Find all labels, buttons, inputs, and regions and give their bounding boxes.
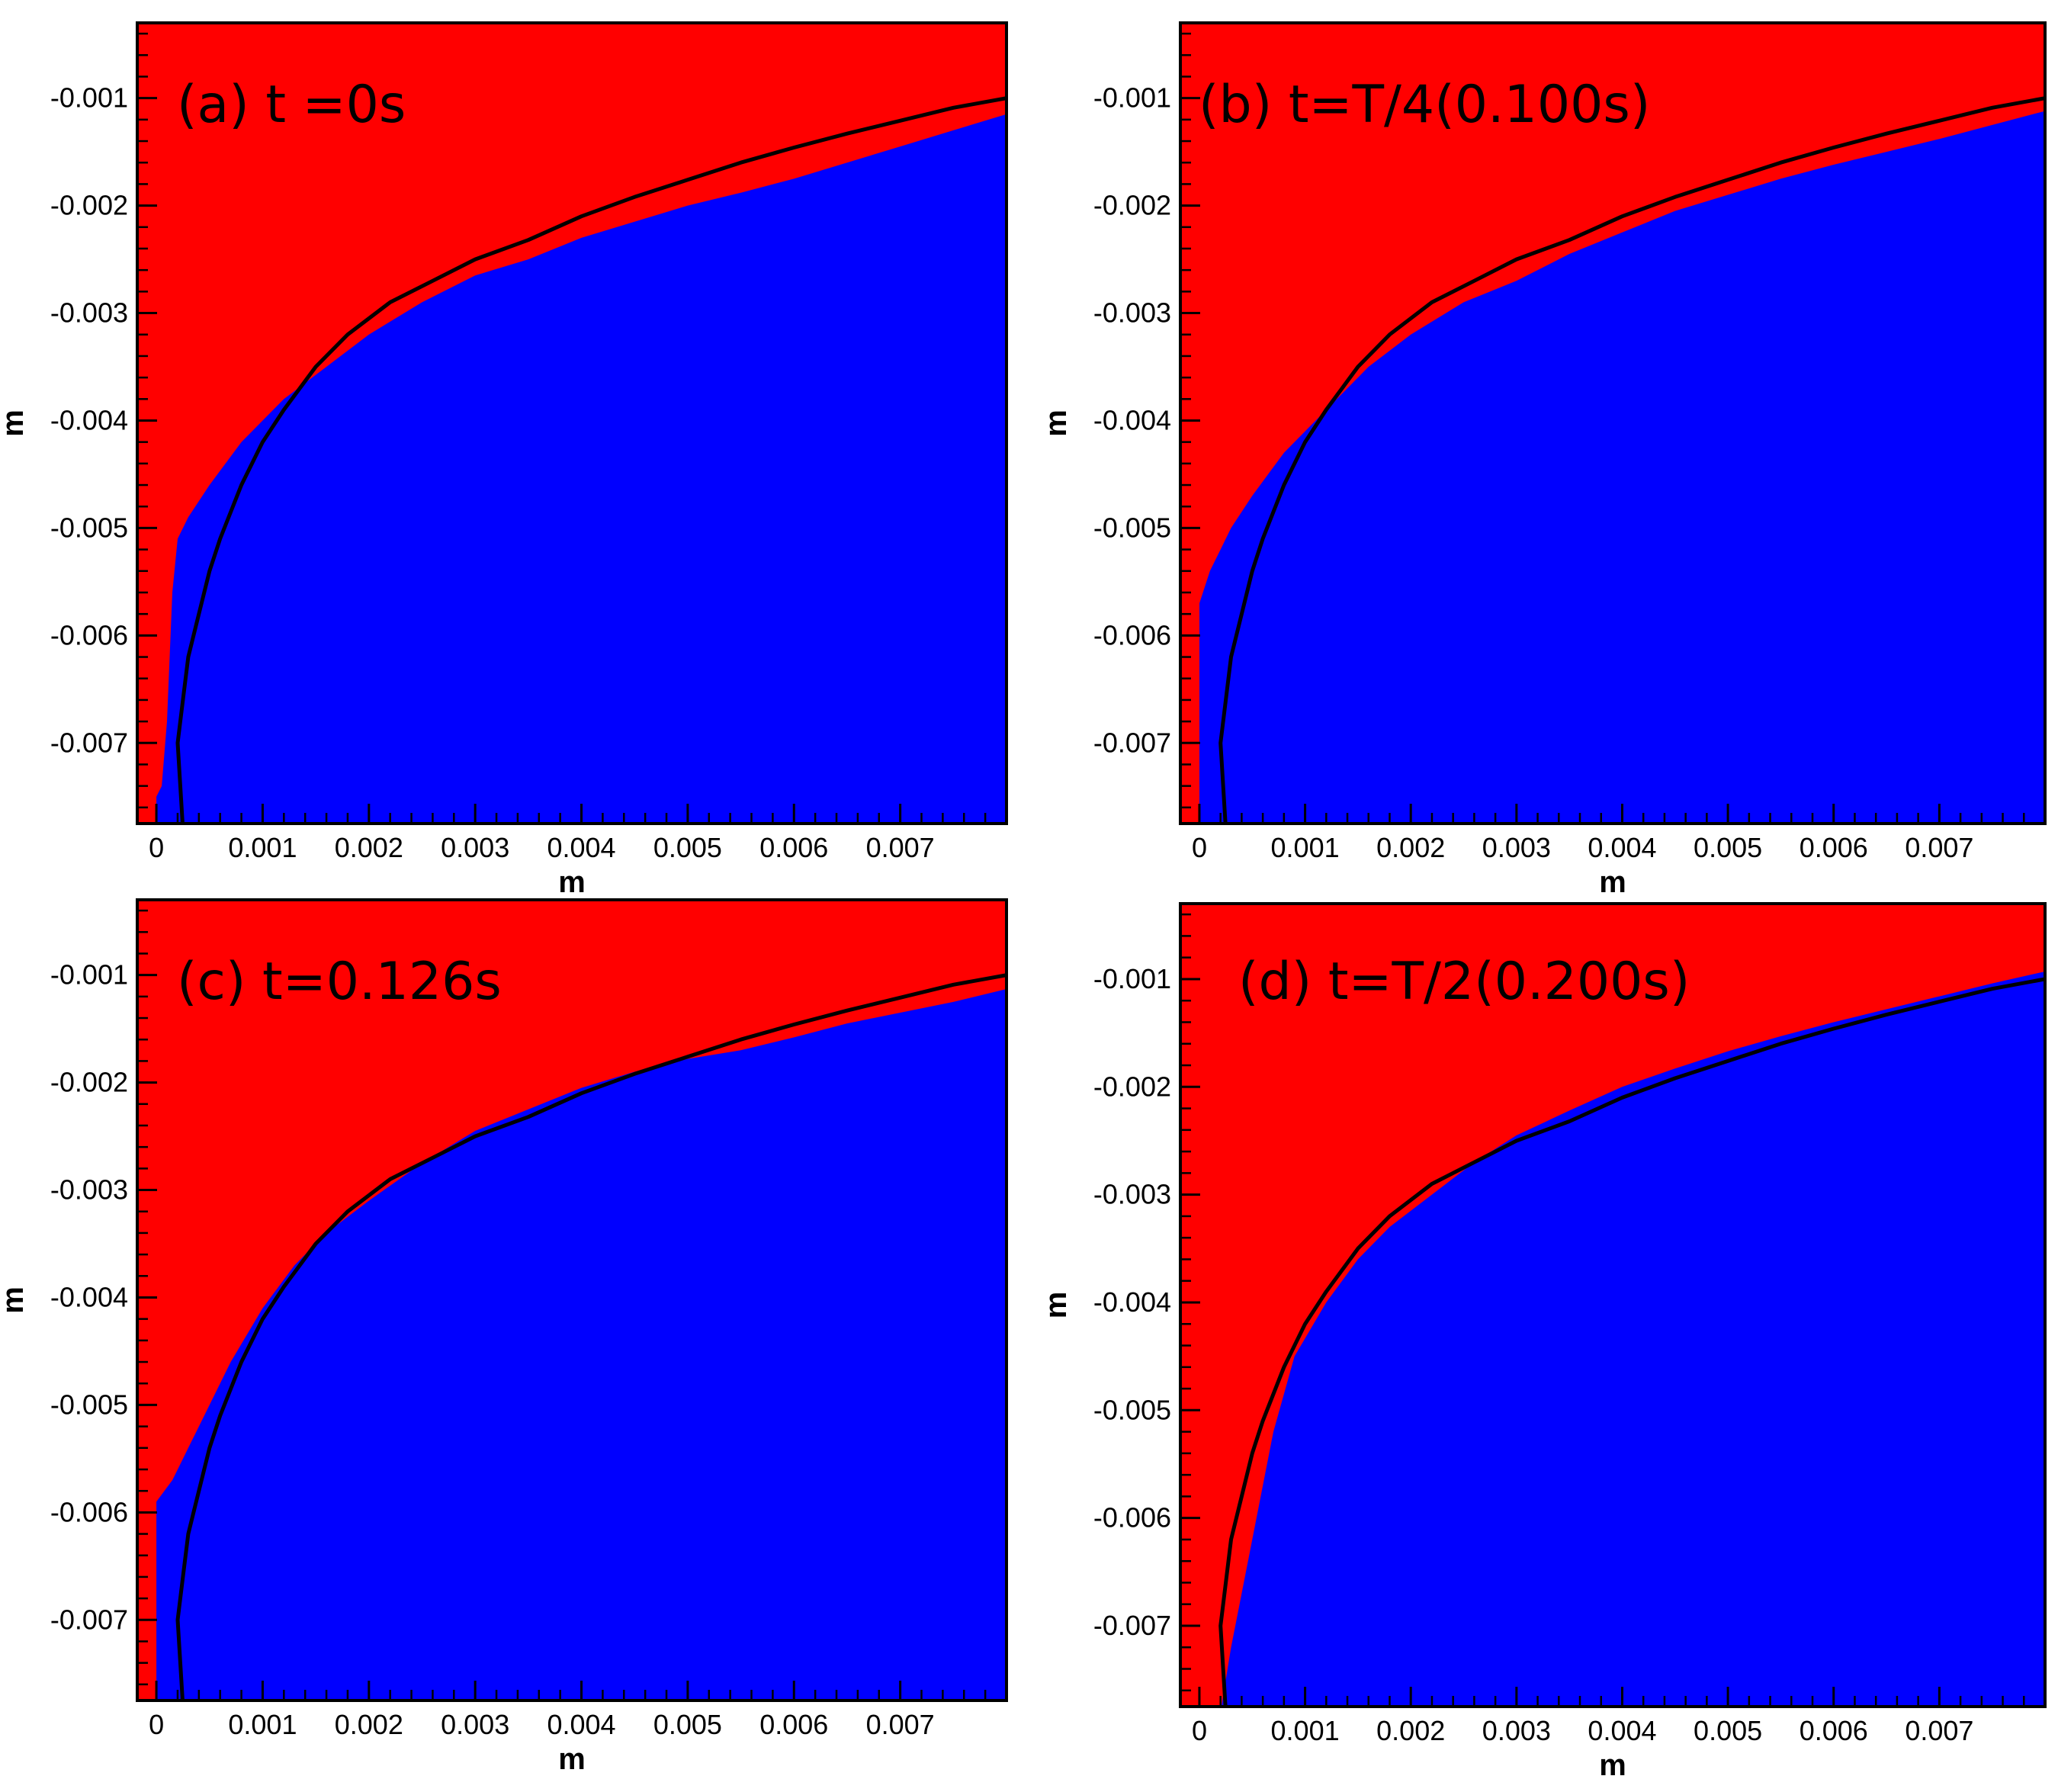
panel-d-x-tick-label: 0 bbox=[1192, 1715, 1207, 1746]
panel-c-x-tick-label: 0.003 bbox=[441, 1709, 509, 1740]
panel-b-frame bbox=[1179, 21, 2047, 825]
panel-b-x-tick-label: 0.004 bbox=[1588, 832, 1656, 863]
panel-b: -0.001 -0.002 -0.003 -0.004 -0.005 -0.006 -0.0… bbox=[1039, 21, 2047, 899]
panel-c-y-tick-label: -0.005 bbox=[50, 1389, 128, 1420]
panel-d-x-tick-label: 0.006 bbox=[1800, 1715, 1868, 1746]
panel-d-frame bbox=[1179, 902, 2047, 1708]
panel-d-y-tick-label: -0.002 bbox=[1093, 1071, 1171, 1102]
panel-a-frame bbox=[136, 21, 1008, 825]
panel-a-y-tick-label: -0.005 bbox=[50, 512, 128, 543]
panel-a-x-tick-label: 0.001 bbox=[228, 832, 297, 863]
panel-c: -0.001 -0.002 -0.003 -0.004 -0.005 -0.006 -0.0… bbox=[0, 898, 1008, 1776]
panel-a-x-tick-label: 0.002 bbox=[335, 832, 403, 863]
panel-b-x-tick-label: 0.007 bbox=[1905, 832, 1973, 863]
panel-c-y-tick-label: -0.002 bbox=[50, 1067, 128, 1098]
panel-d-x-tick-label: 0.005 bbox=[1694, 1715, 1762, 1746]
panel-d-y-tick-label: -0.001 bbox=[1093, 963, 1171, 994]
panel-a-x-tick-label: 0 bbox=[149, 832, 164, 863]
panel-d-y-tick-label: -0.007 bbox=[1093, 1610, 1171, 1641]
panel-b-x-tick-label: 0.001 bbox=[1271, 832, 1340, 863]
panel-b-x-tick-label: 0.002 bbox=[1376, 832, 1445, 863]
panel-a-y-tick-label: -0.007 bbox=[50, 727, 128, 758]
panel-b-y-axis-title: m bbox=[1039, 409, 1073, 437]
panel-b-plot-area bbox=[1180, 23, 2045, 824]
panel-a-plot-area bbox=[137, 23, 1007, 824]
panel-c-x-tick-label: 0.001 bbox=[228, 1709, 297, 1740]
panel-b-y-tick-label: -0.006 bbox=[1093, 619, 1171, 650]
panel-a-y-tick-label: -0.006 bbox=[50, 619, 128, 650]
panel-c-y-tick-label: -0.003 bbox=[50, 1174, 128, 1206]
panel-c-reference-curve bbox=[175, 973, 1007, 1700]
panel-b-y-tick-label: -0.001 bbox=[1093, 82, 1171, 114]
panel-b-y-tick-label: -0.003 bbox=[1093, 297, 1171, 329]
panel-d-reference-curve bbox=[1218, 977, 2045, 1707]
panel-c-x-axis-title: m bbox=[558, 1742, 586, 1776]
panel-c-y-tick-label: -0.007 bbox=[50, 1604, 128, 1635]
panel-d-label: (d) t=T/2(0.200s) bbox=[1238, 952, 1690, 1012]
panel-c-x-tick-label: 0.007 bbox=[866, 1709, 935, 1740]
panel-a-reference-curve bbox=[175, 96, 1007, 824]
panel-b-label: (b) t=T/4(0.100s) bbox=[1199, 75, 1650, 135]
panel-d-plot-area bbox=[1180, 904, 2045, 1707]
panel-c-label: (c) t=0.126s bbox=[177, 952, 502, 1012]
panel-d-x-tick-label: 0.007 bbox=[1905, 1715, 1973, 1746]
panel-a-x-tick-label: 0.003 bbox=[441, 832, 509, 863]
panel-c-y-axis-title: m bbox=[0, 1286, 30, 1314]
panel-d-x-tick-label: 0.004 bbox=[1588, 1715, 1656, 1746]
panel-b-x-axis-title: m bbox=[1599, 865, 1626, 899]
panel-d-y-tick-label: -0.005 bbox=[1093, 1394, 1171, 1425]
panel-c-x-tick-label: 0 bbox=[149, 1709, 164, 1740]
panel-a-y-tick-label: -0.002 bbox=[50, 190, 128, 221]
panel-b-region-lower bbox=[1199, 111, 2045, 824]
panel-a-x-tick-label: 0.005 bbox=[653, 832, 722, 863]
panel-b-y-tick-label: -0.002 bbox=[1093, 190, 1171, 221]
panel-d-x-tick-label: 0.003 bbox=[1482, 1715, 1551, 1746]
panel-a-x-tick-label: 0.004 bbox=[547, 832, 615, 863]
panel-a-x-axis-title: m bbox=[558, 865, 586, 899]
panel-a-y-axis-title: m bbox=[0, 409, 30, 437]
panel-d-x-axis-title: m bbox=[1599, 1749, 1626, 1782]
panel-d-y-tick-label: -0.003 bbox=[1093, 1179, 1171, 1210]
panel-c-region-lower bbox=[156, 989, 1007, 1700]
panel-b-x-tick-label: 0 bbox=[1192, 832, 1207, 863]
panel-b-x-tick-label: 0.005 bbox=[1694, 832, 1762, 863]
panel-c-x-tick-label: 0.005 bbox=[653, 1709, 722, 1740]
panel-c-x-tick-label: 0.006 bbox=[759, 1709, 828, 1740]
panel-c-y-tick-label: -0.004 bbox=[50, 1281, 128, 1312]
panel-b-y-tick-label: -0.007 bbox=[1093, 727, 1171, 758]
panel-a-y-tick-label: -0.004 bbox=[50, 404, 128, 435]
panel-b-y-tick-label: -0.004 bbox=[1093, 404, 1171, 435]
panel-a-y-tick-label: -0.003 bbox=[50, 297, 128, 329]
panel-d-x-tick-label: 0.002 bbox=[1376, 1715, 1445, 1746]
panel-d-y-axis-title: m bbox=[1039, 1292, 1073, 1319]
panel-b-reference-curve bbox=[1218, 96, 2045, 824]
panel-d-y-tick-label: -0.004 bbox=[1093, 1286, 1171, 1318]
panel-b-y-tick-label: -0.005 bbox=[1093, 512, 1171, 543]
panel-b-x-tick-label: 0.006 bbox=[1800, 832, 1868, 863]
panel-c-y-tick-label: -0.001 bbox=[50, 959, 128, 991]
panel-d-x-tick-label: 0.001 bbox=[1271, 1715, 1340, 1746]
panel-a-region-lower bbox=[156, 114, 1007, 824]
panel-a: -0.001 -0.002 -0.003 -0.004 -0.005 -0.006 -0.0… bbox=[0, 21, 1008, 899]
panel-c-frame bbox=[136, 898, 1008, 1702]
panel-b-x-tick-label: 0.003 bbox=[1482, 832, 1551, 863]
panel-d: -0.001 -0.002 -0.003 -0.004 -0.005 -0.006 -0.0… bbox=[1039, 902, 2047, 1782]
panel-d-region-lower bbox=[1221, 971, 2045, 1707]
panel-a-x-tick-label: 0.006 bbox=[759, 832, 828, 863]
panel-a-label: (a) t =0s bbox=[177, 75, 406, 135]
panel-c-plot-area bbox=[137, 900, 1007, 1700]
panel-c-x-tick-label: 0.002 bbox=[335, 1709, 403, 1740]
panel-d-y-tick-label: -0.006 bbox=[1093, 1502, 1171, 1533]
panel-c-x-tick-label: 0.004 bbox=[547, 1709, 615, 1740]
panel-c-y-tick-label: -0.006 bbox=[50, 1496, 128, 1527]
panel-a-y-tick-label: -0.001 bbox=[50, 82, 128, 114]
panel-a-x-tick-label: 0.007 bbox=[866, 832, 935, 863]
